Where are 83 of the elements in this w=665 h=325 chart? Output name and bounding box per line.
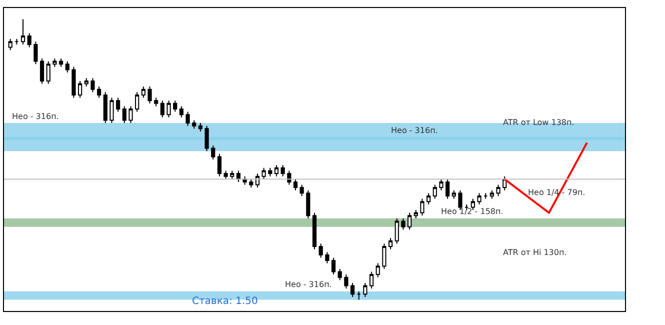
candlestick <box>338 268 342 281</box>
candlestick <box>20 18 26 45</box>
candlestick <box>160 100 164 118</box>
candlestick <box>408 212 412 230</box>
candlestick <box>27 32 32 48</box>
candlestick <box>268 167 272 177</box>
band-label: Нео - 316п. <box>12 112 59 121</box>
candlestick <box>477 192 482 205</box>
candlestick <box>293 178 298 191</box>
candlestick <box>58 58 64 68</box>
candlestick <box>128 106 133 124</box>
candlestick <box>116 97 120 112</box>
candlestick <box>14 38 19 45</box>
candlestick <box>148 86 152 104</box>
candlestick <box>401 218 406 230</box>
candlestick <box>318 243 323 258</box>
candlestick <box>211 144 216 160</box>
annotation: Нео 1/4 - 79п. <box>528 188 586 197</box>
candlestick <box>154 97 158 107</box>
candlestick <box>46 60 50 84</box>
candlestick <box>186 111 190 126</box>
candlestick <box>287 170 292 186</box>
candlestick <box>110 97 114 124</box>
candlestick <box>356 290 361 300</box>
band-label: Нео - 316п. <box>285 280 332 289</box>
candlestick <box>40 58 44 84</box>
candlestick <box>135 92 140 112</box>
candlestick <box>439 178 444 191</box>
candlestick <box>34 41 38 65</box>
candlestick <box>432 184 437 200</box>
candlestick <box>382 243 386 270</box>
candlestick <box>446 178 450 200</box>
candlestick <box>414 210 418 219</box>
candlestick <box>496 184 500 196</box>
candlestick <box>344 274 348 290</box>
candlestick <box>280 164 285 177</box>
candlestick <box>325 252 330 264</box>
candlestick <box>166 100 171 118</box>
candlestick <box>90 78 95 93</box>
candlestick <box>217 153 222 177</box>
candlestick <box>230 170 234 180</box>
candlestick <box>388 238 393 250</box>
candlestick <box>179 106 184 118</box>
candlestick <box>484 192 488 200</box>
candlestick <box>426 192 431 205</box>
candlestick <box>173 100 178 112</box>
annotation: Ставка: 1.50 <box>192 296 258 307</box>
candlestick <box>65 60 70 74</box>
candlestick <box>420 198 424 216</box>
candlestick <box>255 173 260 188</box>
candlestick <box>262 167 266 180</box>
candlestick <box>84 78 88 88</box>
band-label: Нео 1/2 - 158п. <box>441 207 504 216</box>
candlestick <box>8 38 12 51</box>
band-label: Нео - 316п. <box>391 126 438 135</box>
candlestick <box>376 262 380 278</box>
candlestick <box>242 176 247 186</box>
annotation: ATR от Hi 130п. <box>503 248 567 257</box>
candlestick <box>78 80 82 98</box>
annotation: ATR от Low 138п. <box>503 118 574 127</box>
candlestick <box>249 178 254 188</box>
candlestick <box>452 190 456 200</box>
candlestick <box>141 86 146 98</box>
candlestick <box>204 125 209 152</box>
candlestick <box>72 66 76 98</box>
candlestick <box>369 271 374 290</box>
candlestick <box>490 190 494 200</box>
candlestick <box>52 58 57 68</box>
candlestick <box>103 92 108 124</box>
candlestick <box>192 120 196 130</box>
candlestick <box>198 122 202 132</box>
candlestick <box>274 164 279 177</box>
candlestick <box>470 198 475 210</box>
candlestick <box>97 86 102 98</box>
candlestick <box>331 257 336 276</box>
candlestick <box>363 282 368 298</box>
candlestick <box>306 190 310 219</box>
candlestick <box>350 282 355 298</box>
candlestick <box>224 170 228 180</box>
candlestick <box>312 212 317 250</box>
candlestick <box>122 106 126 124</box>
candlestick <box>394 218 399 244</box>
candlestick <box>300 184 304 196</box>
